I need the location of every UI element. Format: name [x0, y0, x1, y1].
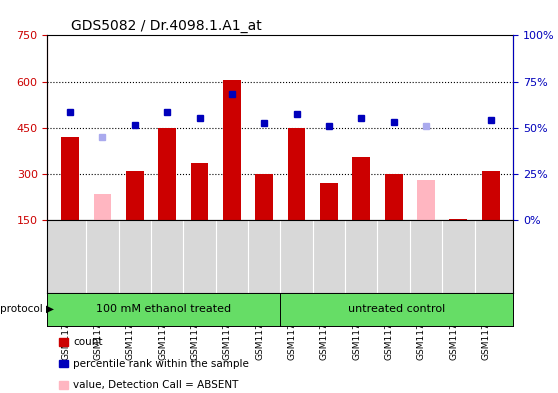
Text: 100 mM ethanol treated: 100 mM ethanol treated — [97, 305, 232, 314]
Bar — [256, 174, 273, 220]
Bar — [158, 128, 176, 220]
Text: untreated control: untreated control — [348, 305, 445, 314]
Bar — [94, 194, 112, 220]
Bar — [353, 157, 370, 220]
Text: GDS5082 / Dr.4098.1.A1_at: GDS5082 / Dr.4098.1.A1_at — [71, 19, 262, 33]
Bar — [223, 80, 240, 220]
Bar — [126, 171, 144, 220]
Text: protocol ▶: protocol ▶ — [0, 305, 54, 314]
Text: percentile rank within the sample: percentile rank within the sample — [73, 358, 249, 369]
Bar — [61, 137, 79, 220]
Text: value, Detection Call = ABSENT: value, Detection Call = ABSENT — [73, 380, 238, 390]
Bar — [417, 180, 435, 220]
Bar — [288, 128, 305, 220]
Bar — [449, 219, 467, 220]
Bar — [482, 171, 499, 220]
Bar — [320, 183, 338, 220]
Bar — [191, 163, 208, 220]
Bar — [385, 174, 402, 220]
Text: count: count — [73, 337, 103, 347]
